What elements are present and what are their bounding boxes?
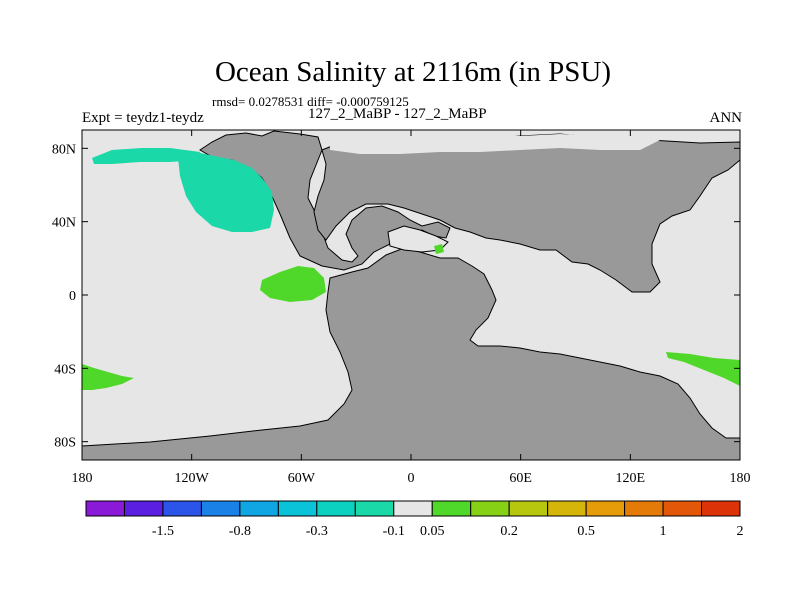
x-tick-label: 120E [616,471,646,486]
colorbar-label: 1 [660,524,667,539]
colorbar-box [393,500,433,517]
statistics-label: rmsd= 0.0278531 diff= -0.000759125 [212,94,409,109]
colorbar-box [624,500,664,517]
x-tick-label: 120W [175,471,210,486]
colorbar-box [547,500,587,517]
colorbar-box [123,500,164,517]
anomaly-south-pacific-green [82,364,134,390]
colorbar-box [431,500,472,517]
anomaly-arctic-teal [92,148,200,164]
colorbar-box [277,500,318,517]
x-tick-label: 180 [72,471,93,486]
x-tick-label: 60W [288,471,316,486]
colorbar-label: -1.5 [152,524,174,539]
longitude-axis: 180 120W 60W 0 60E 120E 180 [72,130,751,486]
subtitle-label: 127_2_MaBP - 127_2_MaBP [308,106,487,122]
page-title: Ocean Salinity at 2116m (in PSU) [214,56,612,88]
x-tick-label: 180 [730,471,751,486]
colorbar-box [508,500,549,517]
inner-sea [387,225,449,253]
colorbar-box [162,500,202,517]
y-tick-label: 80N [52,142,76,157]
land-gondwana [82,247,740,460]
y-tick-label: 80S [54,436,76,451]
x-tick-label: 0 [408,471,415,486]
y-tick-label: 40S [54,362,76,377]
x-tick-label: 60E [509,471,532,486]
land-masses [82,130,740,460]
colorbar-label: -0.8 [229,524,251,539]
colorbar-box [239,500,279,517]
colorbar-box [200,500,241,517]
experiment-label: Expt = teydz1-teydz [82,110,204,126]
colorbar-label: -0.3 [306,524,328,539]
colorbar-box [470,500,510,517]
colorbar-label: 0.2 [500,524,518,539]
colorbar-label: 0.5 [577,524,595,539]
colorbar-box [701,500,741,517]
colorbar-box [662,500,703,517]
colorbar-label: 2 [737,524,744,539]
anomaly-small-green [434,244,444,254]
y-tick-label: 40N [52,216,76,231]
anomaly-north-pacific-teal [178,152,274,232]
land-north-america [199,130,451,271]
colorbar-box [85,500,125,517]
arctic-open-water [330,134,660,154]
colorbar-box [585,500,626,517]
colorbar-label: -0.1 [383,524,405,539]
colorbar: -1.5 -0.8 -0.3 -0.1 0.05 0.2 0.5 1 2 [85,500,744,539]
latitude-axis: 80N 40N 0 40S 80S [52,142,740,451]
anomaly-equatorial-green [260,266,326,302]
map-field-layer [82,130,740,460]
y-tick-label: 0 [69,289,76,304]
colorbar-box [354,500,395,517]
anomaly-southeast-green [666,352,740,386]
colorbar-label: 0.05 [420,524,445,539]
season-label: ANN [709,110,743,126]
colorbar-box [316,500,356,517]
